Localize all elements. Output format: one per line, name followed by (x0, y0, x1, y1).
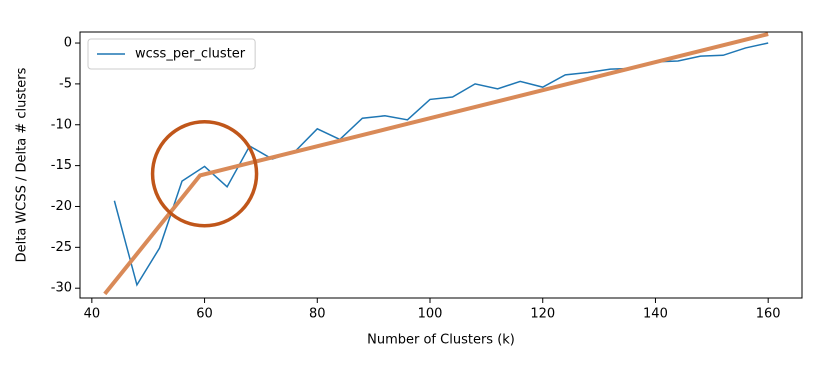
y-axis-label: Delta WCSS / Delta # clusters (15, 67, 30, 262)
y-tick-label: -15 (51, 158, 72, 173)
x-tick-label: 100 (418, 307, 443, 322)
x-tick-label: 80 (309, 307, 326, 322)
x-axis-label: Number of Clusters (k) (367, 333, 515, 348)
x-tick-label: 160 (756, 307, 781, 322)
series-line (103, 32, 769, 296)
legend-label: wcss_per_cluster (135, 47, 246, 62)
x-tick-label: 120 (530, 307, 555, 322)
x-tick-label: 140 (643, 307, 668, 322)
y-tick-label: -25 (51, 240, 72, 255)
y-tick-label: -10 (51, 117, 72, 132)
plot-frame (79, 31, 803, 299)
y-tick-label: 0 (64, 36, 72, 51)
x-tick-label: 40 (84, 307, 101, 322)
y-tick-label: -5 (59, 76, 72, 91)
y-tick-label: -20 (51, 199, 72, 214)
series-line (113, 42, 769, 287)
x-tick-label: 60 (196, 307, 213, 322)
y-tick-label: -30 (51, 281, 72, 296)
highlight-circle (150, 120, 259, 228)
legend-box (87, 38, 256, 70)
